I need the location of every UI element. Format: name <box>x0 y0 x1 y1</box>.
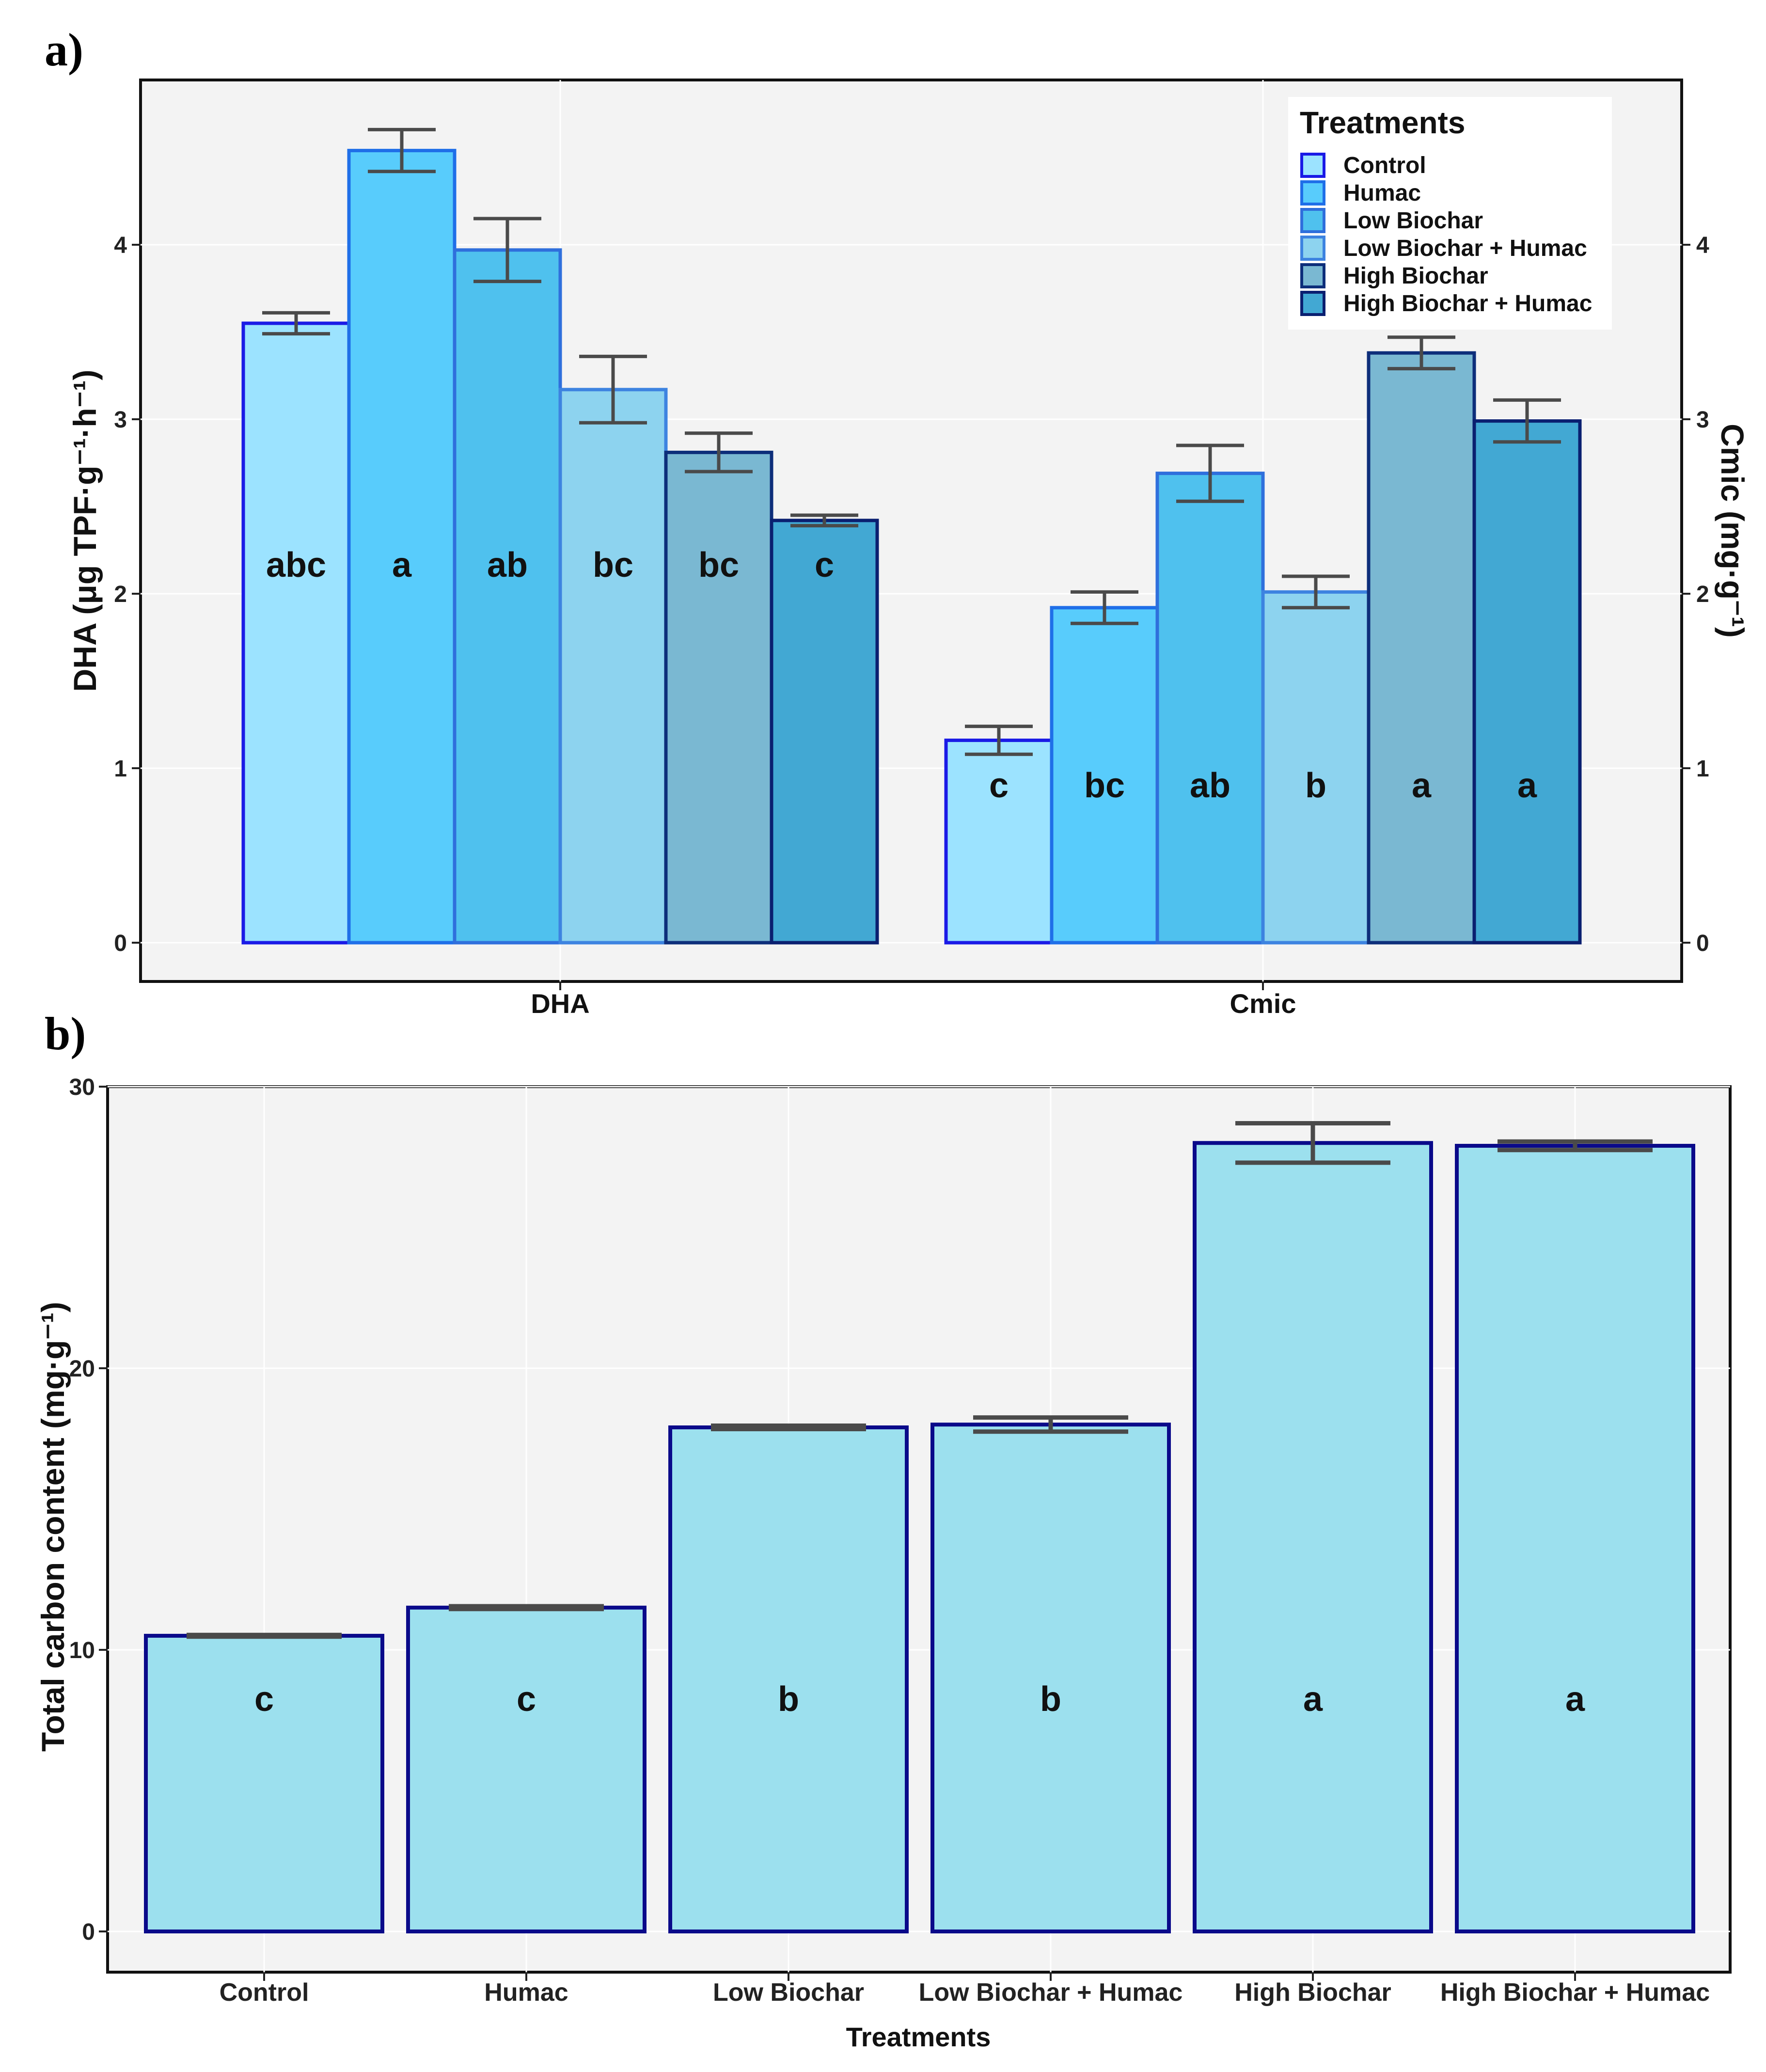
significance-letter: c <box>989 766 1009 805</box>
panel-b-label: b) <box>45 1008 86 1060</box>
significance-letter: bc <box>698 546 739 585</box>
significance-letter: c <box>254 1680 274 1719</box>
bar-cmic-high-biochar-humac <box>1472 419 1582 945</box>
left-tick-label: 3 <box>114 407 127 433</box>
bar-control <box>144 1633 384 1933</box>
legend-label-low-biochar: Low Biochar <box>1343 208 1483 234</box>
panel-b-bars <box>144 1141 1695 1934</box>
bar-high-biochar <box>1193 1141 1433 1933</box>
panel-b-category-labels: Control Humac Low Biochar Low Biochar + Hum… <box>220 1972 1710 2007</box>
bar-dha-low-biochar <box>453 248 562 945</box>
panel-b-y-axis-title: Total carbon content (mg·g⁻¹) <box>35 1302 71 1752</box>
y-tick-label: 0 <box>82 1919 95 1945</box>
category-label-low-biochar: Low Biochar <box>713 1978 864 2007</box>
panel-a-label: a) <box>45 24 83 76</box>
left-tick-label: 0 <box>114 931 127 956</box>
panel-a-group-labels: DHA Cmic <box>531 981 1296 1019</box>
right-tick-label: 0 <box>1696 931 1709 956</box>
right-tick-label: 2 <box>1696 582 1709 607</box>
legend-label-low-biochar-humac: Low Biochar + Humac <box>1343 236 1587 261</box>
bar-dha-high-biochar <box>664 450 773 945</box>
panel-a-tick-labels: 0 0 1 1 2 2 3 3 4 4 <box>114 233 1709 956</box>
category-label-high-biochar-humac: High Biochar + Humac <box>1440 1978 1710 2007</box>
left-tick-label: 2 <box>114 582 127 607</box>
legend-swatch-high-biochar <box>1300 263 1325 288</box>
category-label-control: Control <box>220 1978 309 2007</box>
significance-letter: c <box>517 1680 536 1719</box>
legend-label-humac: Humac <box>1343 180 1421 206</box>
significance-letter: a <box>1517 766 1537 805</box>
group-label-dha: DHA <box>531 988 589 1019</box>
category-label-low-biochar-humac: Low Biochar + Humac <box>919 1978 1183 2007</box>
significance-letter: ab <box>487 546 528 585</box>
significance-letter: bc <box>1084 766 1125 805</box>
panel-b-tick-labels: 0 10 20 30 <box>69 1075 108 1945</box>
category-label-humac: Humac <box>484 1978 568 2007</box>
legend-swatch-low-biochar-humac <box>1300 236 1325 261</box>
legend-swatch-low-biochar <box>1300 208 1325 233</box>
legend-label-high-biochar-humac: High Biochar + Humac <box>1343 291 1592 316</box>
legend-title: Treatments <box>1300 105 1465 140</box>
left-tick-label: 4 <box>114 233 127 258</box>
legend-swatch-humac <box>1300 180 1325 206</box>
panel-a-bars <box>241 149 1582 945</box>
bar-dha-control <box>241 321 351 945</box>
legend-swatch-high-biochar-humac <box>1300 291 1325 316</box>
bar-cmic-humac <box>1050 606 1159 945</box>
bar-low-biochar <box>668 1425 909 1933</box>
bar-dha-low-biochar-humac <box>558 388 668 945</box>
panel-a-error-bars <box>262 127 1561 756</box>
significance-letter: b <box>1305 766 1326 805</box>
bar-humac <box>406 1605 646 1934</box>
bar-dha-high-biochar-humac <box>770 519 879 945</box>
legend-swatch-control <box>1300 153 1325 178</box>
legend-label-control: Control <box>1343 153 1426 178</box>
category-label-high-biochar: High Biochar <box>1234 1978 1391 2007</box>
bar-high-biochar-humac <box>1455 1144 1695 1933</box>
y-tick-label: 30 <box>69 1075 95 1100</box>
panel-b-x-axis-title: Treatments <box>846 2022 991 2052</box>
bar-cmic-control <box>944 738 1054 945</box>
significance-letter: b <box>778 1680 799 1719</box>
panel-a-left-axis-title: DHA (μg TPF·g⁻¹·h⁻¹) <box>67 370 103 692</box>
right-tick-label: 1 <box>1696 756 1709 782</box>
left-tick-label: 1 <box>114 756 127 782</box>
significance-letter: a <box>1412 766 1432 805</box>
significance-letter: c <box>815 546 834 585</box>
significance-letter: a <box>1565 1680 1585 1719</box>
bar-cmic-high-biochar <box>1367 351 1476 945</box>
bar-low-biochar-humac <box>930 1423 1171 1933</box>
group-label-cmic: Cmic <box>1230 988 1296 1019</box>
right-tick-label: 4 <box>1696 233 1709 258</box>
legend-label-high-biochar: High Biochar <box>1343 263 1488 289</box>
significance-letter: abc <box>266 546 326 585</box>
significance-letter: bc <box>593 546 633 585</box>
significance-letter: b <box>1040 1680 1061 1719</box>
bar-cmic-low-biochar-humac <box>1261 590 1371 945</box>
significance-letter: ab <box>1190 766 1230 805</box>
bar-dha-humac <box>347 149 457 945</box>
right-tick-label: 3 <box>1696 407 1709 433</box>
panel-b-error-bars <box>187 1121 1653 1639</box>
significance-letter: a <box>392 546 412 585</box>
y-tick-label: 20 <box>69 1356 95 1382</box>
legend-background <box>1288 97 1612 330</box>
bar-cmic-low-biochar <box>1155 472 1265 945</box>
panel-a-right-axis-title: Cmic (mg·g⁻¹) <box>1715 424 1750 638</box>
y-tick-label: 10 <box>69 1638 95 1663</box>
significance-letter: a <box>1303 1680 1323 1719</box>
